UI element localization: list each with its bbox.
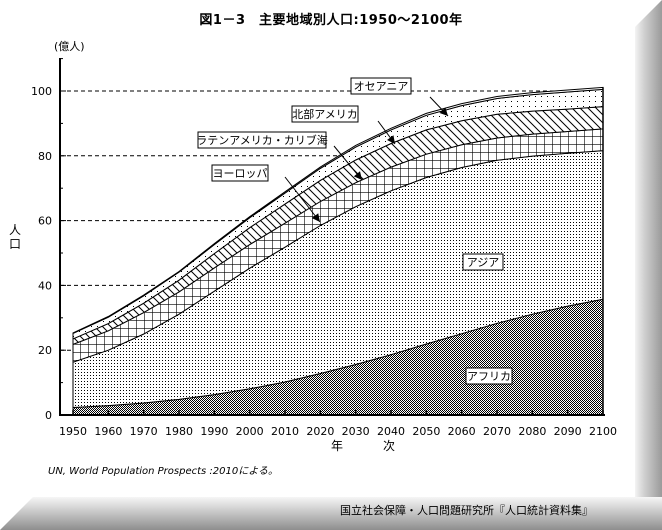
y-tick-label: 0 [45, 409, 52, 422]
areas [72, 86, 604, 416]
callout-text: アフリカ [467, 370, 511, 383]
x-tick-label: 2000 [236, 425, 264, 438]
callout-text: アジア [467, 256, 500, 269]
x-tick-label: 2040 [377, 425, 405, 438]
x-tick-label: 2050 [412, 425, 440, 438]
callout-box [211, 164, 269, 182]
y-tick-label: 100 [31, 85, 52, 98]
callout-3: ヨーロッパ [211, 164, 321, 223]
callout-0: オセアニア [350, 77, 449, 117]
y-tick-label: 40 [38, 279, 52, 292]
callout-box [197, 131, 327, 149]
x-axis-label: 年 次 [330, 439, 409, 453]
source-note: UN, World Population Prospects :2010による。 [48, 466, 278, 477]
callout-text: ラテンアメリカ・カリブ海 [196, 133, 327, 147]
x-tick-label: 1950 [59, 425, 87, 438]
callout-box [462, 253, 504, 271]
callout-1: 北部アメリカ [291, 105, 396, 145]
y-unit-label: (億人) [54, 40, 85, 53]
callout-box [465, 367, 513, 385]
x-tick-label: 1960 [94, 425, 122, 438]
arrow-head-icon [353, 171, 362, 180]
x-tick-label: 2090 [554, 425, 582, 438]
callout-arrow-line [284, 176, 321, 223]
x-tick-label: 1990 [200, 425, 228, 438]
x-tick-label: 2010 [271, 425, 299, 438]
x-tick-label: 2100 [589, 425, 617, 438]
callout-4: アジア [462, 253, 504, 271]
x-tick-label: 1970 [130, 425, 158, 438]
x-tick-label: 2080 [518, 425, 546, 438]
y-tick-label: 20 [38, 344, 52, 357]
credit-text: 国立社会保障・人口問題研究所『人口統計資料集』 [340, 504, 593, 517]
callout-2: ラテンアメリカ・カリブ海 [196, 131, 363, 181]
x-tick-label: 2030 [342, 425, 370, 438]
arrow-head-icon [311, 213, 320, 222]
arrow-head-icon [387, 135, 395, 144]
frame-shadow-bottom [0, 497, 662, 530]
x-tick-label: 2060 [448, 425, 476, 438]
y-axis-label: 人口 [8, 223, 22, 251]
y-axis-label-text: 人口 [8, 223, 21, 251]
callout-text: オセアニア [354, 80, 409, 93]
y-tick-label: 80 [38, 150, 52, 163]
chart-title: 図1－3 主要地域別人口:1950～2100年 [199, 13, 463, 28]
y-tick-label: 60 [38, 215, 52, 228]
frame-shadow-right [635, 0, 662, 530]
callout-box [291, 105, 359, 123]
callout-box [350, 77, 412, 95]
arrow-head-icon [439, 107, 448, 116]
callout-5: アフリカ [465, 367, 513, 385]
x-tick-label: 1980 [165, 425, 193, 438]
callout-text: 北部アメリカ [292, 107, 357, 121]
x-tick-label: 2070 [483, 425, 511, 438]
x-tick-label: 2020 [306, 425, 334, 438]
callout-text: ヨーロッパ [213, 167, 268, 180]
